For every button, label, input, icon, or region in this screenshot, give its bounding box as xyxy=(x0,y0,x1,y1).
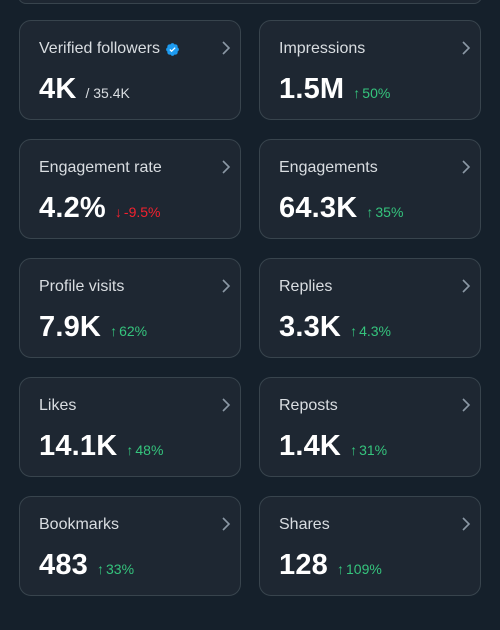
metric-change-value: -9.5% xyxy=(123,204,161,220)
metric-label: Likes xyxy=(39,397,76,415)
metric-value-row: 14.1K ↑ 48% xyxy=(39,430,163,463)
chevron-right-icon xyxy=(462,517,471,531)
verified-badge-icon xyxy=(166,42,179,56)
metric-card-verified-followers[interactable]: Verified followers 4K / 35.4K xyxy=(19,20,241,120)
chevron-right-icon xyxy=(222,517,231,531)
metric-change: ↓ -9.5% xyxy=(115,204,161,220)
metric-label: Verified followers xyxy=(39,40,180,58)
metric-value-row: 483 ↑ 33% xyxy=(39,549,134,582)
metric-change: ↑ 50% xyxy=(353,85,390,101)
metric-change: ↑ 109% xyxy=(337,561,382,577)
chevron-right-icon xyxy=(222,160,231,174)
metric-card-impressions[interactable]: Impressions 1.5M ↑ 50% xyxy=(259,20,481,120)
metric-card-replies[interactable]: Replies 3.3K ↑ 4.3% xyxy=(259,258,481,358)
metric-change-value: 4.3% xyxy=(359,323,391,339)
metric-label: Bookmarks xyxy=(39,516,119,534)
arrow-up-icon: ↑ xyxy=(350,442,358,458)
metric-change: ↑ 48% xyxy=(126,442,163,458)
metric-total: / 35.4K xyxy=(85,85,130,101)
metric-label-text: Reposts xyxy=(279,397,338,414)
chevron-right-icon xyxy=(222,41,231,55)
metric-label-text: Profile visits xyxy=(39,278,125,295)
metric-value: 7.9K xyxy=(39,311,102,343)
chevron-right-icon xyxy=(222,398,231,412)
previous-card-edge xyxy=(18,0,482,4)
arrow-down-icon: ↓ xyxy=(114,204,122,220)
arrow-up-icon: ↑ xyxy=(337,561,344,577)
metric-value: 1.5M xyxy=(279,73,345,105)
metric-label: Profile visits xyxy=(39,278,124,296)
metric-label-text: Bookmarks xyxy=(39,516,120,533)
metric-change: ↑ 35% xyxy=(366,204,403,220)
metric-label: Engagements xyxy=(279,159,378,177)
metric-label-text: Verified followers xyxy=(39,40,160,57)
metric-value-row: 7.9K ↑ 62% xyxy=(39,311,147,344)
metrics-grid: Verified followers 4K / 35.4K Impression… xyxy=(19,20,481,596)
metric-card-likes[interactable]: Likes 14.1K ↑ 48% xyxy=(19,377,241,477)
metric-change: ↑ 62% xyxy=(110,323,147,339)
metric-card-engagements[interactable]: Engagements 64.3K ↑ 35% xyxy=(259,139,481,239)
metric-label: Replies xyxy=(279,278,332,296)
metric-change: ↑ 33% xyxy=(97,561,134,577)
chevron-right-icon xyxy=(462,160,471,174)
arrow-up-icon: ↑ xyxy=(126,442,134,458)
metric-value: 483 xyxy=(39,549,88,581)
metric-label-text: Engagement rate xyxy=(39,159,162,176)
arrow-up-icon: ↑ xyxy=(110,323,118,339)
chevron-right-icon xyxy=(462,398,471,412)
arrow-up-icon: ↑ xyxy=(366,204,374,220)
metric-change-value: 109% xyxy=(346,561,382,577)
metric-label-text: Replies xyxy=(279,278,333,295)
metric-label-text: Shares xyxy=(279,516,330,533)
metric-value: 128 xyxy=(279,549,328,581)
chevron-right-icon xyxy=(462,279,471,293)
metric-card-profile-visits[interactable]: Profile visits 7.9K ↑ 62% xyxy=(19,258,241,358)
metric-change-value: 35% xyxy=(375,204,404,220)
arrow-up-icon: ↑ xyxy=(97,561,104,577)
metric-label-text: Impressions xyxy=(279,40,366,57)
metric-change-value: 48% xyxy=(135,442,164,458)
metric-value-row: 1.5M ↑ 50% xyxy=(279,73,390,106)
metric-value-row: 1.4K ↑ 31% xyxy=(279,430,387,463)
metric-change-value: 33% xyxy=(106,561,135,577)
metric-change-value: 31% xyxy=(359,442,388,458)
metric-value: 4K xyxy=(39,73,77,105)
metric-card-shares[interactable]: Shares 128 ↑ 109% xyxy=(259,496,481,596)
metric-value: 64.3K xyxy=(279,192,358,224)
arrow-up-icon: ↑ xyxy=(350,323,358,339)
metric-value-row: 4K / 35.4K xyxy=(39,73,130,106)
metric-value: 3.3K xyxy=(279,311,342,343)
metric-label-text: Engagements xyxy=(279,159,378,176)
metric-label: Engagement rate xyxy=(39,159,162,177)
metric-value: 4.2% xyxy=(39,192,106,224)
metric-value-row: 4.2% ↓ -9.5% xyxy=(39,192,160,225)
metric-value: 14.1K xyxy=(39,430,118,462)
metric-card-engagement-rate[interactable]: Engagement rate 4.2% ↓ -9.5% xyxy=(19,139,241,239)
metric-label: Shares xyxy=(279,516,330,534)
metric-value: 1.4K xyxy=(279,430,342,462)
arrow-up-icon: ↑ xyxy=(353,85,361,101)
chevron-right-icon xyxy=(462,41,471,55)
metric-label-text: Likes xyxy=(39,397,77,414)
chevron-right-icon xyxy=(222,279,231,293)
metric-change-value: 62% xyxy=(119,323,148,339)
metric-change: ↑ 31% xyxy=(350,442,387,458)
metric-value-row: 64.3K ↑ 35% xyxy=(279,192,403,225)
metric-card-reposts[interactable]: Reposts 1.4K ↑ 31% xyxy=(259,377,481,477)
metric-value-row: 128 ↑ 109% xyxy=(279,549,382,582)
metric-card-bookmarks[interactable]: Bookmarks 483 ↑ 33% xyxy=(19,496,241,596)
metric-change-value: 50% xyxy=(362,85,391,101)
metric-change: ↑ 4.3% xyxy=(350,323,391,339)
metric-label: Impressions xyxy=(279,40,365,58)
metric-value-row: 3.3K ↑ 4.3% xyxy=(279,311,391,344)
metric-label: Reposts xyxy=(279,397,338,415)
